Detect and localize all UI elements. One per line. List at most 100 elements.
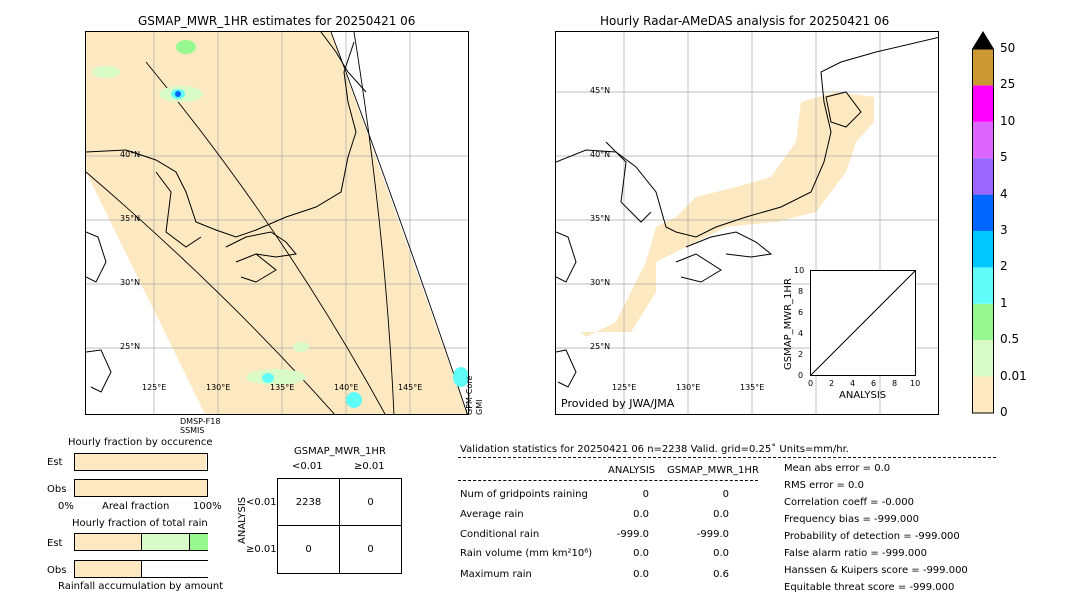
validation-col-gsmap: GSMAP_MWR_1HR (667, 465, 759, 476)
scatter-ytick-8: 8 (798, 287, 804, 296)
colorbar-extend-arrow (972, 31, 994, 49)
right-lat-label-35: 35°N (590, 214, 611, 223)
stat-row-gsmap: -999.0 (696, 529, 729, 540)
colorbar-segment (972, 267, 994, 304)
left-map-title: GSMAP_MWR_1HR estimates for 20250421 06 (138, 14, 416, 28)
scatter-ylabel: GSMAP_MWR_1HR (783, 278, 794, 370)
occurrence-est-fill (75, 454, 206, 470)
right-lat-label-30: 30°N (590, 278, 611, 287)
validation-subdivider (458, 480, 758, 481)
total-rain-title: Hourly fraction of total rain (72, 518, 208, 529)
colorbar-tick-label: 2 (1000, 259, 1008, 274)
occurrence-obs-label: Obs (47, 484, 67, 495)
occurrence-obs-fill (75, 480, 207, 496)
swath-label-gpm: GPM-Core (465, 375, 474, 415)
left-lon-label-145: 145°E (398, 383, 423, 392)
colorbar-segment (972, 376, 994, 413)
right-lon-label-130: 130°E (676, 383, 701, 392)
scatter-xtick-2: 2 (829, 379, 835, 388)
left-coastlines (86, 32, 367, 393)
colorbar-tick-label: 25 (1000, 77, 1016, 92)
left-map: 40°N 35°N 30°N 25°N 125°E 130°E 135°E 14… (85, 31, 469, 415)
score-line: Probability of detection = -999.000 (784, 531, 960, 542)
stat-row-label: Num of gridpoints raining (460, 489, 588, 500)
scatter-xtick-10: 10 (910, 379, 921, 388)
scatter-diagonal (811, 271, 915, 375)
colorbar-tick-label: 1 (1000, 295, 1008, 310)
right-lat-label-45: 45°N (590, 86, 611, 95)
stat-row-analysis: 0.0 (633, 569, 649, 580)
contingency-cell: 2238 (277, 478, 340, 526)
right-map-canvas (556, 32, 938, 414)
right-lon-label-135: 135°E (740, 383, 765, 392)
contingency-title: GSMAP_MWR_1HR (294, 446, 386, 457)
left-lat-label-30: 30°N (120, 278, 141, 287)
total-rain-est-seg-bright (189, 534, 208, 550)
colorbar (972, 31, 994, 414)
right-map: 45°N 40°N 35°N 30°N 25°N 125°E 130°E 135… (555, 31, 939, 415)
stat-row-label: Rain volume (mm km²10⁶) (460, 548, 593, 559)
score-line: Frequency bias = -999.000 (784, 514, 919, 525)
left-lat-label-35: 35°N (120, 214, 141, 223)
contingency-row-ge: ≥0.01 (246, 544, 277, 555)
scatter-xtick-6: 6 (871, 379, 877, 388)
left-lon-label-130: 130°E (206, 383, 231, 392)
occurrence-est-label: Est (47, 457, 63, 468)
validation-divider (458, 457, 996, 458)
scatter-xtick-8: 8 (892, 379, 898, 388)
contingency-col-lt: <0.01 (292, 461, 323, 472)
colorbar-tick-label: 50 (1000, 41, 1016, 55)
occurrence-est-bar (74, 453, 208, 471)
colorbar-tick-label: 5 (1000, 150, 1008, 165)
contingency-row-lt: <0.01 (246, 497, 277, 508)
colorbar-segment (972, 194, 994, 231)
colorbar-segment (972, 121, 994, 159)
occurrence-axis-left: 0% (58, 501, 74, 512)
stat-row-label: Maximum rain (460, 569, 532, 580)
colorbar-segment (972, 303, 994, 341)
provider-credit: Provided by JWA/JMA (561, 397, 675, 410)
colorbar-tick-label: 3 (1000, 223, 1008, 237)
right-lat-label-40: 40°N (590, 150, 611, 159)
left-lon-label-140: 140°E (334, 383, 359, 392)
score-line: Mean abs error = 0.0 (784, 463, 891, 474)
radar-coverage (581, 92, 874, 337)
scatter-ytick-0: 0 (798, 371, 804, 380)
occurrence-obs-bar (74, 479, 208, 497)
stat-row-label: Conditional rain (460, 529, 540, 540)
colorbar-tick-label: 0 (1000, 405, 1008, 419)
stat-row-analysis: -999.0 (616, 529, 649, 540)
stat-row-gsmap: 0 (722, 489, 729, 500)
validation-col-analysis: ANALYSIS (608, 465, 656, 476)
swath-boundaries (86, 32, 468, 414)
colorbar-border (972, 48, 994, 414)
scatter-inset (810, 270, 916, 376)
score-line: False alarm ratio = -999.000 (784, 548, 927, 559)
contingency-cell: 0 (277, 525, 340, 574)
total-rain-footer: Rainfall accumulation by amount (58, 581, 224, 592)
total-rain-est-bar (74, 533, 208, 551)
colorbar-svg (972, 31, 994, 414)
swath-label-ssmis: SSMIS (180, 426, 205, 435)
left-lon-label-125: 125°E (142, 383, 167, 392)
score-line: Hanssen & Kuipers score = -999.000 (784, 565, 968, 576)
score-line: RMS error = 0.0 (784, 480, 864, 491)
scatter-ytick-2: 2 (798, 350, 804, 359)
gsmap-swath-area (86, 32, 468, 414)
colorbar-tick-label: 10 (1000, 113, 1016, 128)
colorbar-segment (972, 231, 994, 268)
contingency-cell: 0 (339, 525, 402, 574)
right-lat-label-25: 25°N (590, 342, 611, 351)
scatter-ytick-10: 10 (794, 266, 805, 275)
occurrence-title: Hourly fraction by occurence (68, 437, 213, 448)
scatter-xtick-0: 0 (808, 379, 814, 388)
score-line: Correlation coeff = -0.000 (784, 497, 914, 508)
colorbar-segment (972, 85, 994, 122)
scatter-ytick-4: 4 (798, 329, 804, 338)
right-map-title: Hourly Radar-AMeDAS analysis for 2025042… (600, 14, 890, 28)
swath-label-gmi: GMI (475, 399, 484, 415)
total-rain-obs-bar (74, 560, 208, 578)
stat-row-gsmap: 0.0 (713, 509, 729, 520)
left-map-canvas (86, 32, 468, 414)
stat-row-gsmap: 0.0 (713, 548, 729, 559)
